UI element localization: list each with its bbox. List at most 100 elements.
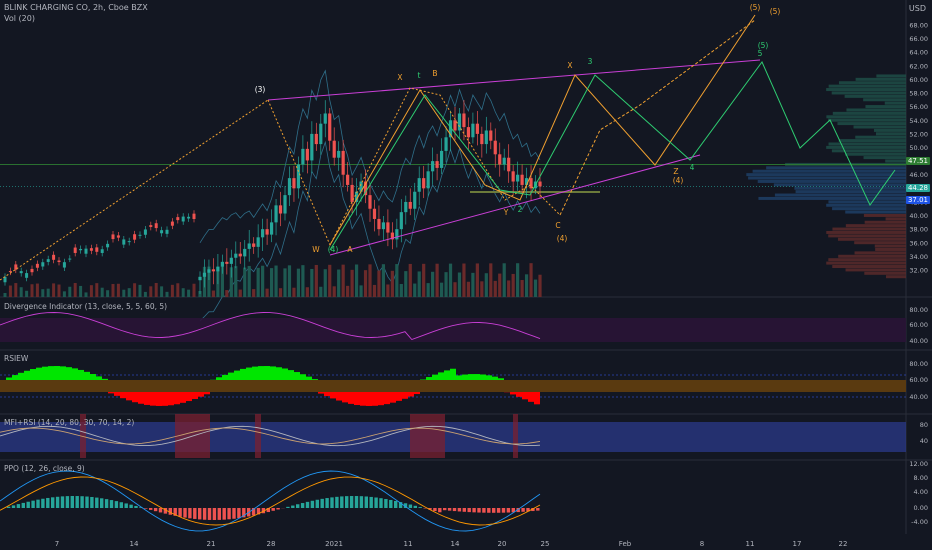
volume-bar [116, 283, 120, 297]
candle-body [310, 133, 314, 161]
volume-bar [426, 283, 430, 297]
price-tick-0: 68.00 [909, 22, 928, 30]
rsiew-fill [390, 392, 396, 403]
candle-body [368, 195, 372, 209]
volume-bar [296, 268, 301, 297]
volume-bar [480, 281, 484, 297]
ppo-histogram [496, 508, 501, 513]
rsiew-fill [348, 392, 354, 404]
wave-label-12: 3 [588, 57, 593, 66]
volume-bar [89, 285, 93, 297]
ppo-histogram [21, 502, 25, 508]
ppo-histogram [345, 496, 349, 508]
profile-bar [838, 139, 906, 143]
candle-body [453, 120, 457, 131]
price-axis[interactable]: 68.00 66.00 64.00 62.00 60.00 58.00 56.00 54.00… [909, 22, 928, 275]
candle-body [337, 150, 341, 158]
ppo-histogram [472, 508, 476, 513]
ppo-histogram [389, 499, 393, 508]
ppo-histogram [36, 499, 40, 508]
volume-bar [52, 283, 56, 297]
ppo-histogram [369, 496, 373, 508]
ppo-histogram [261, 508, 266, 514]
candle-body [314, 133, 318, 145]
ppo-histogram [109, 500, 114, 508]
volume-bar [111, 283, 115, 297]
time-axis[interactable]: 7 14 21 28 2021 11 14 20 25 Feb 8 11 17 22 [55, 540, 848, 548]
candle-body [143, 229, 147, 235]
ppo-histogram [506, 508, 511, 513]
candle-body [502, 157, 506, 165]
rsiew-fill [30, 369, 36, 380]
volume-bar [489, 263, 493, 297]
candle-body [462, 113, 466, 128]
rsiew-fill [222, 374, 228, 380]
volume-bar [192, 283, 196, 297]
candle-body [216, 266, 220, 272]
volume-bar [305, 287, 309, 297]
divergence-band [0, 318, 906, 342]
volume-bar [408, 263, 412, 297]
price-tick-1: 66.00 [909, 35, 928, 43]
ppo-histogram [521, 508, 525, 512]
candle-body [30, 268, 34, 273]
candle-body [192, 213, 196, 220]
volume-bar [444, 272, 448, 297]
profile-bar [837, 122, 906, 126]
rsiew-fill [126, 392, 132, 401]
price-candles [3, 100, 542, 294]
rsiew-fill [90, 374, 96, 380]
volume-bar [448, 263, 453, 297]
profile-bar [773, 183, 906, 187]
ppo-histogram [168, 508, 172, 515]
candle-body [520, 174, 524, 185]
time-tick-1: 14 [130, 540, 139, 548]
candle-body [229, 257, 233, 264]
volume-bar [269, 268, 274, 297]
wave-label-14: (4) [673, 176, 684, 185]
candle-body [524, 178, 529, 185]
profile-bar [865, 105, 906, 109]
time-tick-7: 20 [498, 540, 507, 548]
volume-bar [471, 272, 475, 297]
rsiew-fill [162, 392, 168, 406]
profile-bar [886, 275, 906, 279]
ppo-tick-2: 4.00 [914, 488, 928, 496]
ppo-histogram [242, 508, 246, 518]
candle-body [160, 230, 164, 234]
rsiew-fill [402, 392, 408, 399]
volume-bar [529, 263, 533, 297]
ppo-histogram [26, 501, 30, 508]
candle-body [122, 239, 126, 245]
ppo-histogram [188, 508, 192, 519]
ppo-histogram [149, 508, 153, 510]
rsiew-fill [270, 366, 276, 380]
ppo-histogram [65, 496, 70, 508]
ppo-histogram [310, 500, 315, 508]
upper-channel [267, 59, 761, 101]
wave-label-11: X [567, 61, 572, 70]
volume-bar [413, 283, 417, 297]
ppo-histogram [119, 502, 123, 508]
rsiew-fill [486, 375, 492, 380]
rsiew-fill [408, 392, 414, 397]
ppo-histogram [516, 508, 520, 513]
profile-bar [826, 261, 906, 265]
wave-label-1: (4) [328, 245, 339, 254]
candle-body [84, 248, 88, 254]
price-tick-5: 58.00 [909, 90, 928, 98]
rsiew-fill [24, 370, 30, 380]
candle-body [111, 234, 115, 240]
rsiew-fill [150, 392, 156, 406]
profile-bar [828, 200, 906, 204]
volume-bar [319, 286, 323, 297]
volume-bar [363, 270, 368, 297]
candle-body [269, 222, 274, 235]
candle-body [57, 260, 61, 263]
ppo-histogram [95, 497, 99, 508]
candle-body [133, 234, 137, 240]
wave-label-4: X [397, 73, 402, 82]
volume-bar [220, 266, 224, 297]
rsiew-pane [0, 366, 906, 406]
